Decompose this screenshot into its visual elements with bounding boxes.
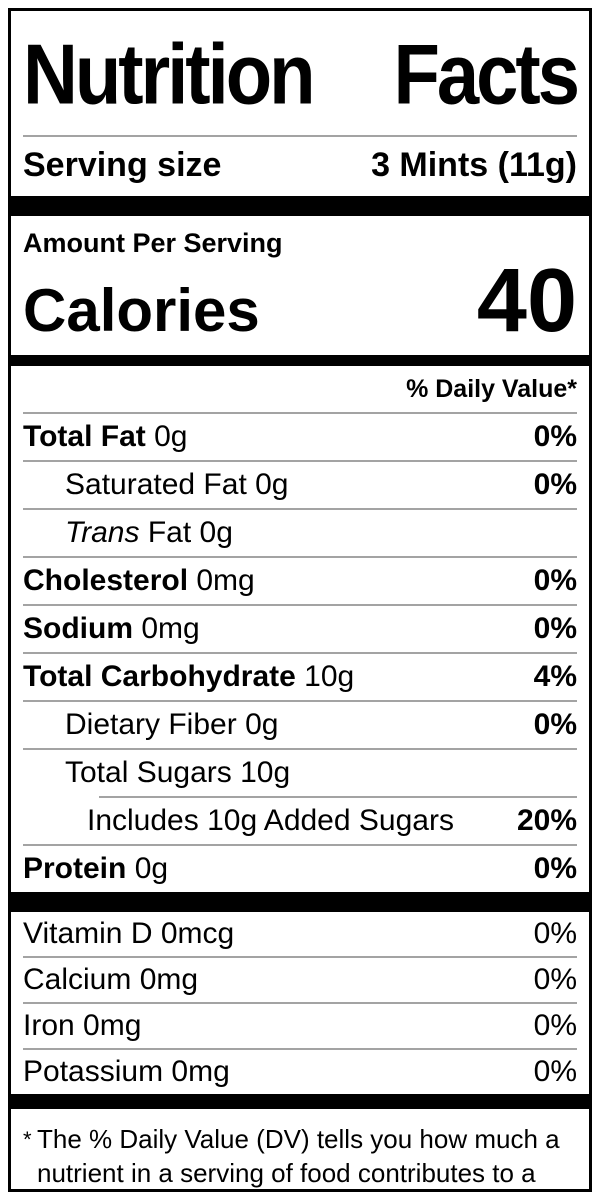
nutrient-name-amount: Dietary Fiber 0g [65, 708, 279, 741]
nutrient-row-sodium: Sodium 0mg 0% [23, 604, 577, 652]
nutrient-row-saturated-fat: Saturated Fat 0g 0% [23, 460, 577, 508]
serving-size-label: Serving size [23, 146, 222, 184]
calories-row: Calories 40 [23, 251, 577, 355]
vitamin-dv: 0% [533, 1009, 577, 1042]
nutrient-dv: 0% [533, 708, 577, 741]
vitamin-row-calcium: Calcium 0mg 0% [23, 956, 577, 1002]
footnote-asterisk: * [23, 1127, 32, 1152]
vitamin-name-amount: Vitamin D 0mcg [23, 917, 235, 950]
nutrient-dv: 0% [533, 468, 577, 501]
nutrient-name-amount: Total Sugars 10g [65, 756, 291, 789]
calories-label: Calories [23, 277, 260, 344]
nutrient-name-amount: Protein 0g [23, 852, 169, 885]
nutrient-dv: 20% [516, 804, 577, 837]
title-word-nutrition: Nutrition [23, 27, 316, 123]
nutrient-name-amount: Cholesterol 0mg [23, 564, 255, 597]
nutrient-name-amount: Saturated Fat 0g [65, 468, 289, 501]
label-title: Nutrition Facts [23, 27, 580, 123]
nutrient-dv: 4% [533, 660, 577, 693]
divider-under-title [23, 135, 577, 137]
calories-value: 40 [476, 251, 577, 351]
vitamin-dv: 0% [533, 963, 577, 996]
serving-size-row: Serving size 3 Mints (11g) [23, 137, 577, 196]
separator-bar-thick-bottom [11, 1094, 589, 1109]
vitamin-name-amount: Iron 0mg [23, 1009, 142, 1042]
daily-value-header: % Daily Value* [406, 375, 577, 403]
nutrient-name-amount: Total Carbohydrate 10g [23, 660, 355, 693]
nutrient-row-protein: Protein 0g 0% [23, 844, 577, 892]
nutrient-row-added-sugars: Includes 10g Added Sugars 20% [23, 798, 577, 844]
vitamin-dv: 0% [533, 1055, 577, 1088]
separator-bar-thick-top [11, 196, 589, 216]
nutrient-name-amount: Total Fat 0g [23, 420, 188, 453]
footnote-text: The % Daily Value (DV) tells you how muc… [37, 1124, 560, 1188]
nutrient-row-total-fat: Total Fat 0g 0% [23, 412, 577, 460]
amount-per-serving-label: Amount Per Serving [23, 228, 283, 258]
nutrition-facts-label: Nutrition Facts Serving size 3 Mints (11… [8, 8, 592, 1192]
nutrient-row-trans-fat: Trans Fat 0g [23, 508, 577, 556]
vitamin-dv: 0% [533, 917, 577, 950]
label-title-block: Nutrition Facts [23, 11, 580, 135]
vitamin-row-iron: Iron 0mg 0% [23, 1002, 577, 1048]
vitamin-row-vitamin-d: Vitamin D 0mcg 0% [23, 912, 577, 956]
vitamin-row-potassium: Potassium 0mg 0% [23, 1048, 577, 1094]
serving-size-value: 3 Mints (11g) [371, 146, 577, 184]
nutrient-row-cholesterol: Cholesterol 0mg 0% [23, 556, 577, 604]
vitamin-name-amount: Potassium 0mg [23, 1055, 230, 1088]
vitamin-name-amount: Calcium 0mg [23, 963, 199, 996]
nutrient-dv: 0% [533, 612, 577, 645]
daily-value-footnote: * The % Daily Value (DV) tells you how m… [23, 1109, 577, 1189]
nutrient-row-total-carbohydrate: Total Carbohydrate 10g 4% [23, 652, 577, 700]
title-word-facts: Facts [393, 27, 580, 123]
nutrient-name-amount: Includes 10g Added Sugars [87, 804, 454, 837]
nutrient-row-dietary-fiber: Dietary Fiber 0g 0% [23, 700, 577, 748]
separator-bar-medium [11, 355, 589, 366]
nutrient-dv: 0% [533, 564, 577, 597]
divider-partial-added-sugars [99, 796, 577, 798]
nutrient-dv: 0% [533, 852, 577, 885]
nutrient-name-amount: Trans Fat 0g [65, 516, 233, 549]
nutrient-row-total-sugars: Total Sugars 10g [23, 748, 577, 796]
separator-bar-thick-middle [11, 892, 589, 912]
nutrient-name-amount: Sodium 0mg [23, 612, 200, 645]
nutrient-dv: 0% [533, 420, 577, 453]
